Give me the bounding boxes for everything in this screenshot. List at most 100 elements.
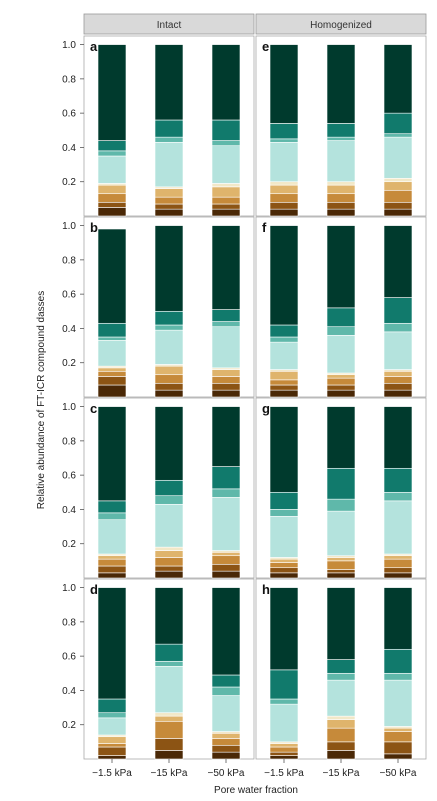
bar-segment-e-1-6 (269, 141, 299, 183)
y-tick-label: 1.0 (62, 583, 76, 594)
bar-segment-d-1-9 (97, 587, 127, 700)
bar-segment-a-3-6 (211, 145, 241, 184)
bar-segment-b-2-9 (154, 225, 184, 312)
bar-segment-b-3-4 (211, 369, 241, 377)
bar-segment-g-2-2 (326, 569, 356, 574)
bar-segment-d-1-6 (97, 717, 127, 736)
bar-segment-b-2-8 (154, 310, 184, 326)
bar-segment-e-2-9 (326, 44, 356, 124)
bar-segment-c-1-3 (97, 558, 127, 567)
bar-segment-a-3-2 (211, 203, 241, 210)
bar-segment-c-2-6 (154, 503, 184, 548)
bar-segment-f-3-9 (383, 225, 413, 298)
bar-segment-a-1-9 (97, 44, 127, 141)
bar-segment-e-1-5 (269, 181, 299, 186)
bar-segment-d-3-2 (211, 744, 241, 753)
bar-segment-b-1-7 (97, 336, 127, 341)
bar-segment-f-2-4 (326, 374, 356, 379)
bar-segment-f-2-2 (326, 384, 356, 391)
bar-segment-b-3-9 (211, 225, 241, 310)
bar-segment-e-1-8 (269, 123, 299, 140)
bar-segment-c-2-9 (154, 406, 184, 481)
bar-segment-h-2-1 (326, 750, 356, 760)
bar-segment-b-2-7 (154, 324, 184, 331)
bar-segment-b-2-6 (154, 329, 184, 365)
bar-segment-g-1-8 (269, 491, 299, 510)
bar-segment-h-2-8 (326, 659, 356, 674)
bar-segment-h-3-8 (383, 648, 413, 674)
bar-segment-c-3-9 (211, 406, 241, 467)
bar-segment-h-1-3 (269, 746, 299, 753)
panels-group: a 0.2 0.4 0.6 0.8 1.0 e b 0.2 0.4 0.6 0.8 1.0 f c 0.2 0.… (62, 35, 427, 779)
bar-segment-f-1-2 (269, 384, 299, 391)
bar-segment-f-2-1 (326, 389, 356, 398)
bar-segment-e-3-2 (383, 201, 413, 210)
y-tick-label: 0.8 (62, 617, 76, 628)
x-tick-label: −50 kPa (380, 768, 417, 779)
bar-segment-e-3-7 (383, 133, 413, 138)
bar-segment-a-3-7 (211, 140, 241, 147)
bar-segment-e-2-2 (326, 201, 356, 210)
bar-segment-h-1-7 (269, 698, 299, 705)
bar-segment-g-1-1 (269, 572, 299, 579)
bar-segment-g-2-7 (326, 498, 356, 512)
bar-segment-d-3-3 (211, 738, 241, 746)
bar-segment-d-1-8 (97, 698, 127, 714)
bar-segment-g-3-4 (383, 555, 413, 560)
bar-segment-b-2-4 (154, 365, 184, 376)
bar-segment-a-2-4 (154, 188, 184, 198)
panel-label-d: d (90, 582, 98, 597)
bar-segment-e-3-3 (383, 189, 413, 203)
bar-segment-a-3-8 (211, 119, 241, 141)
bar-segment-c-2-7 (154, 495, 184, 505)
bar-segment-h-3-1 (383, 753, 413, 760)
bar-segment-a-3-1 (211, 208, 241, 217)
bar-segment-e-3-4 (383, 181, 413, 191)
bar-segment-e-1-9 (269, 44, 299, 124)
y-tick-label: 0.8 (62, 74, 76, 85)
bar-segment-e-3-6 (383, 136, 413, 179)
bar-segment-g-3-3 (383, 558, 413, 569)
bar-segment-a-1-1 (97, 207, 127, 217)
y-tick-label: 0.4 (62, 324, 76, 335)
bar-segment-g-2-9 (326, 406, 356, 469)
bar-segment-d-1-2 (97, 746, 127, 756)
bar-segment-f-3-4 (383, 370, 413, 377)
y-tick-label: 0.2 (62, 358, 76, 369)
bar-segment-c-1-1 (97, 572, 127, 579)
bar-segment-b-3-8 (211, 309, 241, 322)
bar-segment-c-1-2 (97, 565, 127, 574)
bar-segment-d-3-4 (211, 732, 241, 739)
bar-segment-f-3-7 (383, 322, 413, 333)
bar-segment-c-3-2 (211, 563, 241, 572)
bar-segment-e-1-3 (269, 193, 299, 203)
x-tick-label: −50 kPa (208, 768, 245, 779)
bar-segment-d-1-4 (97, 736, 127, 744)
bar-segment-e-1-7 (269, 138, 299, 143)
bar-segment-d-2-1 (154, 750, 184, 760)
bar-segment-h-3-3 (383, 731, 413, 743)
bar-segment-d-3-9 (211, 587, 241, 676)
bar-segment-h-1-6 (269, 703, 299, 743)
bar-segment-g-3-1 (383, 572, 413, 579)
bar-segment-d-1-7 (97, 712, 127, 719)
bar-segment-b-2-1 (154, 389, 184, 398)
y-tick-label: 0.6 (62, 109, 76, 120)
bar-segment-e-2-5 (326, 181, 356, 186)
bar-segment-g-1-7 (269, 509, 299, 517)
bar-segment-b-1-2 (97, 376, 127, 386)
bar-segment-f-1-4 (269, 370, 299, 381)
bar-segment-b-1-3 (97, 370, 127, 377)
bar-segment-c-2-2 (154, 565, 184, 572)
bar-segment-c-3-7 (211, 488, 241, 498)
bar-segment-c-3-3 (211, 555, 241, 565)
bar-segment-b-1-8 (97, 322, 127, 338)
bar-segment-a-1-4 (97, 184, 127, 195)
bar-segment-e-3-5 (383, 177, 413, 183)
bar-segment-a-2-1 (154, 208, 184, 217)
bar-segment-d-2-2 (154, 738, 184, 751)
bar-segment-d-1-3 (97, 743, 127, 748)
bar-segment-b-1-9 (97, 228, 127, 324)
bar-segment-h-1-9 (269, 587, 299, 671)
